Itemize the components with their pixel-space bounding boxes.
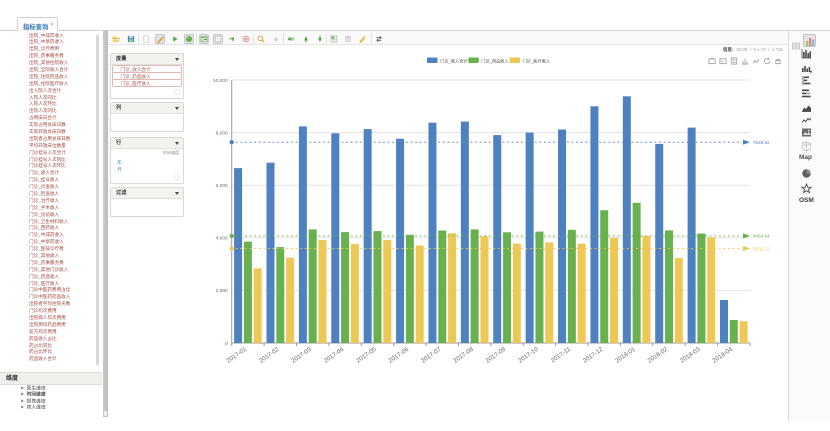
- svg-text:2017-08: 2017-08: [452, 346, 475, 365]
- svg-text:4064.64: 4064.64: [753, 234, 770, 239]
- svg-text:门诊_收入合计: 门诊_收入合计: [440, 57, 467, 64]
- svg-text:8,000: 8,000: [216, 130, 228, 136]
- svg-text:2017-09: 2017-09: [485, 346, 508, 365]
- svg-text:2017-10: 2017-10: [517, 346, 540, 365]
- svg-text:门诊_医疗收入: 门诊_医疗收入: [523, 57, 551, 64]
- svg-text:?: ?: [347, 37, 350, 43]
- svg-text:2017-07: 2017-07: [420, 346, 443, 365]
- svg-text:2,000: 2,000: [216, 288, 228, 294]
- svg-text:7648.62: 7648.62: [753, 140, 770, 145]
- svg-text:4,000: 4,000: [216, 236, 228, 242]
- svg-text:2018-03: 2018-03: [679, 346, 702, 365]
- svg-text:0: 0: [225, 341, 228, 347]
- svg-text:3502.37: 3502.37: [753, 246, 770, 251]
- svg-text:2017-01: 2017-01: [225, 346, 248, 365]
- svg-text:2017-11: 2017-11: [550, 346, 573, 365]
- svg-text:2018-04: 2018-04: [711, 346, 734, 365]
- svg-text:2017-02: 2017-02: [258, 346, 281, 365]
- svg-text:2017-06: 2017-06: [387, 346, 410, 365]
- svg-text:2017-03: 2017-03: [290, 346, 313, 365]
- svg-text:2017-04: 2017-04: [323, 346, 346, 365]
- svg-text:2017-05: 2017-05: [355, 346, 378, 365]
- svg-text:2018-01: 2018-01: [614, 346, 637, 365]
- svg-text:6,000: 6,000: [216, 183, 228, 189]
- svg-text:2018-02: 2018-02: [647, 346, 670, 365]
- svg-text:门诊_药品收入: 门诊_药品收入: [481, 57, 509, 64]
- svg-text:10,000: 10,000: [213, 78, 228, 84]
- svg-text:2017-12: 2017-12: [582, 346, 605, 365]
